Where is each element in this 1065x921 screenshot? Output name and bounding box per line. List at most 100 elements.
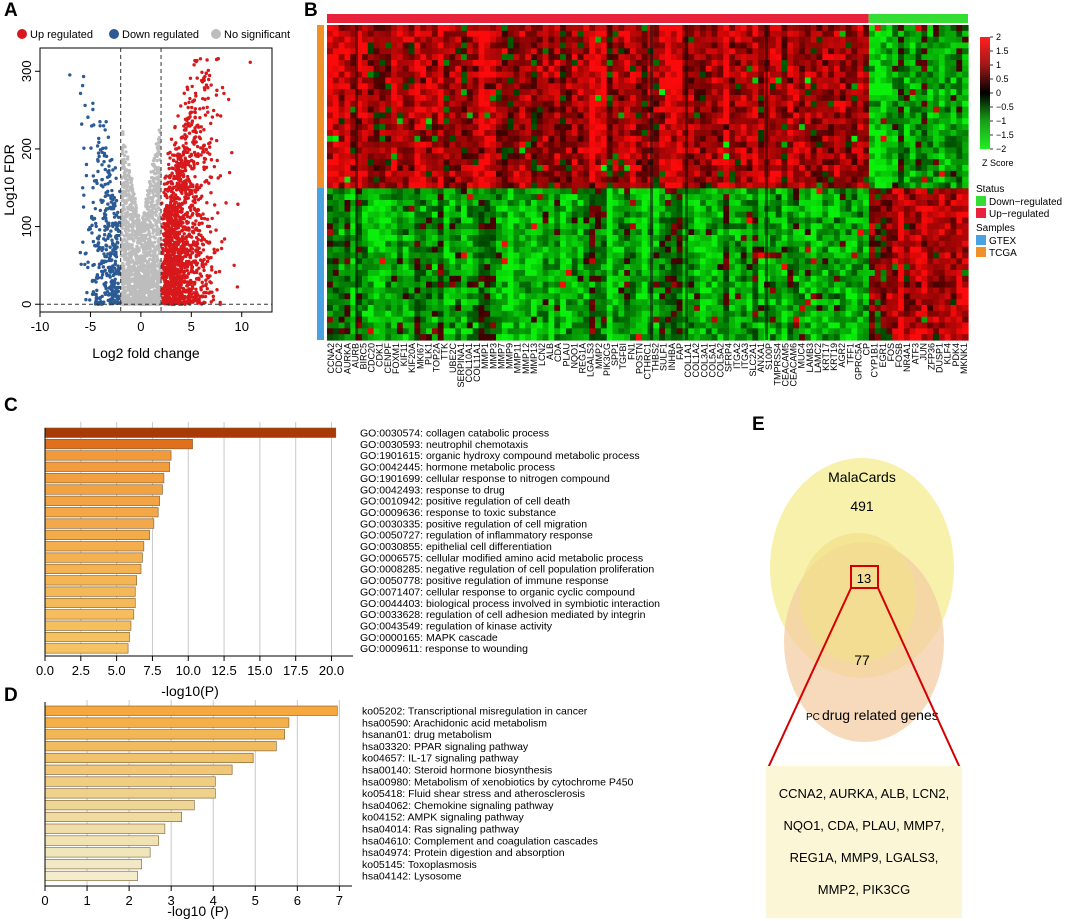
volcano-point-ns — [122, 238, 127, 242]
heatmap-cell — [909, 48, 917, 55]
heatmap-cell — [740, 71, 748, 79]
heatmap-cell — [752, 60, 759, 67]
heatmap-cell — [938, 30, 946, 38]
volcano-point-down — [102, 159, 106, 164]
heatmap-cell — [787, 65, 794, 73]
volcano-point-down — [112, 211, 116, 216]
volcano-point-up — [174, 175, 178, 179]
heatmap-cell — [664, 60, 672, 67]
heatmap-cell — [624, 77, 631, 84]
heatmap-cell — [822, 48, 829, 55]
heatmap-cell — [443, 112, 450, 119]
heatmap-cell — [478, 71, 485, 79]
heatmap-cell — [495, 95, 503, 102]
heatmap-cell — [705, 48, 713, 55]
volcano-point-up — [177, 296, 182, 300]
volcano-point-up — [204, 147, 209, 152]
heatmap-cell — [332, 100, 340, 108]
volcano-point-up — [179, 282, 183, 287]
heatmap-cell — [799, 89, 806, 96]
heatmap-cell — [437, 112, 445, 119]
heatmap-cell — [501, 30, 509, 38]
volcano-point-down — [108, 245, 112, 249]
volcano-point-up — [199, 285, 203, 290]
volcano-point-down — [104, 243, 108, 247]
heatmap-cell — [863, 36, 870, 44]
volcano-point-up — [176, 256, 180, 260]
volcano-point-up — [193, 280, 197, 285]
volcano-point-down — [91, 186, 95, 190]
heatmap-cell — [729, 54, 736, 61]
heatmap-cell — [414, 42, 421, 49]
volcano-point-ns — [129, 292, 134, 296]
heatmap-cell — [810, 83, 818, 90]
heatmap-cell — [461, 25, 468, 32]
heatmap-cell — [635, 48, 643, 55]
heatmap-cell — [816, 100, 823, 108]
heatmap-cell — [746, 36, 753, 44]
volcano-point-ns — [120, 211, 124, 215]
heatmap-cell — [909, 89, 917, 96]
heatmap-cell — [600, 54, 608, 61]
heatmap-cell — [542, 42, 550, 49]
volcano-point-down — [103, 194, 108, 199]
heatmap-cell — [420, 77, 427, 84]
heatmap-cell — [653, 25, 660, 32]
heatmap-cell — [350, 42, 357, 49]
heatmap-cell — [542, 71, 550, 79]
heatmap-cell — [414, 36, 421, 44]
heatmap-cell — [402, 48, 410, 55]
volcano-point-ns — [157, 232, 162, 236]
heatmap-cell — [455, 25, 462, 32]
heatmap-cell — [723, 83, 730, 90]
heatmap-cell — [618, 30, 625, 38]
heatmap-cell — [530, 77, 538, 84]
volcano-point-ns — [156, 137, 161, 141]
heatmap-cell — [863, 77, 870, 84]
volcano-point-up — [195, 161, 200, 166]
heatmap-cell — [758, 65, 765, 73]
volcano-point-ns — [152, 301, 157, 305]
heatmap-cell — [478, 95, 485, 102]
volcano-point-up — [187, 287, 191, 291]
volcano-point-up — [235, 285, 240, 289]
heatmap-cell — [367, 48, 375, 55]
volcano-point-down — [94, 221, 98, 226]
heatmap-cell — [694, 42, 701, 49]
heatmap-cell — [793, 60, 800, 67]
volcano-point-up — [190, 269, 195, 274]
heatmap-cell — [857, 25, 864, 32]
volcano-point-down — [103, 268, 107, 273]
heatmap-cell — [898, 65, 905, 73]
heatmap-cell — [938, 36, 946, 44]
heatmap-cell — [729, 100, 736, 108]
heatmap-cell — [624, 83, 631, 90]
heatmap-cell — [332, 106, 340, 114]
volcano-point-up — [192, 136, 197, 140]
heatmap-cell — [635, 30, 643, 38]
heatmap-cell — [694, 65, 701, 73]
heatmap-cell — [495, 71, 503, 79]
volcano-point-down — [89, 146, 93, 150]
volcano-point-up — [200, 216, 204, 221]
heatmap-cell — [606, 106, 614, 114]
volcano-point-down — [99, 276, 104, 280]
heatmap-cell — [787, 30, 794, 38]
heatmap-cell — [781, 30, 788, 38]
heatmap-cell — [443, 95, 450, 102]
heatmap-cell — [367, 106, 375, 114]
heatmap-cell — [868, 36, 876, 44]
volcano-point-up — [166, 284, 170, 289]
heatmap-cell — [699, 89, 707, 96]
heatmap-cell — [857, 65, 864, 73]
heatmap-cell — [437, 42, 445, 49]
volcano-point-ns — [148, 182, 153, 186]
volcano-point-ns — [123, 219, 128, 223]
heatmap-cell — [344, 71, 351, 79]
heatmap-cell — [327, 95, 334, 102]
heatmap-cell — [396, 25, 404, 32]
volcano-point-ns — [127, 192, 131, 196]
volcano-point-up — [163, 256, 167, 261]
heatmap-cell — [402, 71, 410, 79]
heatmap-cell — [758, 95, 765, 102]
